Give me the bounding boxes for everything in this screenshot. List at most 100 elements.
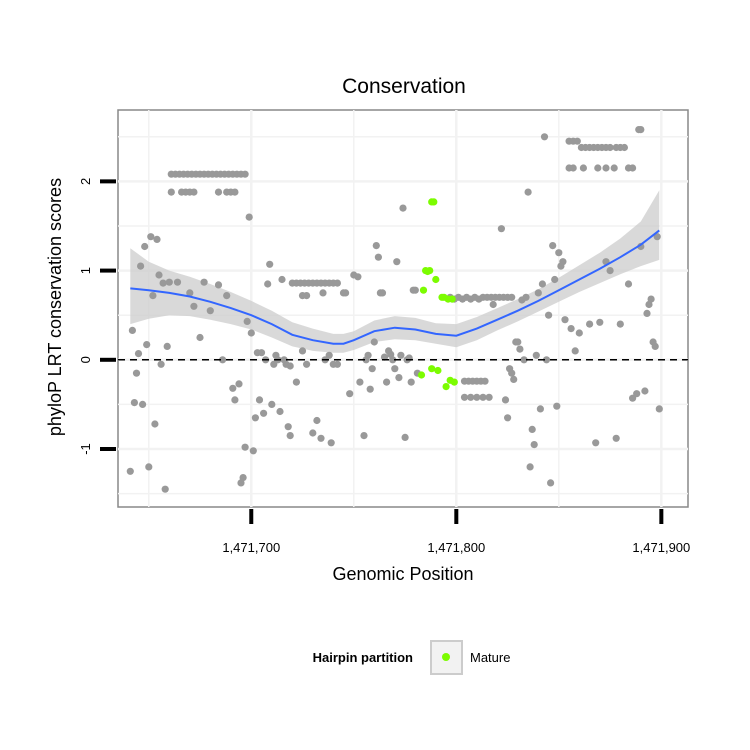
data-point: [276, 407, 284, 416]
data-point: [260, 409, 268, 417]
data-point: [532, 351, 540, 359]
y-tick-label: 1: [78, 267, 93, 274]
data-point: [549, 242, 557, 250]
data-point: [504, 414, 512, 422]
confidence-ribbon-layer: [130, 190, 660, 353]
data-point: [303, 360, 311, 368]
data-point: [235, 380, 243, 388]
data-point-mature: [448, 295, 456, 303]
data-point: [356, 378, 364, 386]
data-point: [528, 425, 536, 433]
data-point: [547, 479, 555, 487]
data-point: [530, 441, 538, 449]
data-point: [354, 273, 362, 281]
data-point: [540, 133, 549, 141]
data-point: [571, 347, 579, 355]
data-point-mature: [428, 365, 436, 373]
data-point: [190, 302, 198, 310]
data-point: [389, 356, 397, 364]
data-point: [137, 262, 145, 270]
data-point: [161, 485, 169, 493]
data-point: [149, 292, 157, 300]
grid: [118, 110, 688, 507]
data-point: [231, 188, 239, 196]
data-point: [391, 365, 399, 373]
data-point: [370, 338, 378, 346]
x-axis: 1,471,700 1,471,800 1,471,900: [222, 509, 690, 555]
data-point: [132, 369, 141, 377]
data-point: [516, 345, 524, 353]
data-point: [325, 351, 333, 359]
data-point: [372, 242, 380, 250]
data-point: [592, 439, 600, 447]
data-point: [653, 233, 661, 241]
x-tick-label: 1,471,900: [632, 540, 690, 555]
confidence-ribbon: [130, 190, 660, 353]
data-point: [368, 365, 376, 373]
data-point: [333, 360, 341, 368]
data-point: [241, 170, 249, 178]
data-point-mature: [426, 267, 434, 275]
data-point: [309, 429, 317, 437]
data-point: [401, 433, 409, 441]
data-point: [395, 374, 403, 382]
data-point: [214, 281, 223, 289]
y-axis-title: phyloP LRT conservation scores: [45, 178, 65, 436]
data-point: [292, 378, 300, 386]
data-point: [333, 279, 341, 287]
y-axis: -1 0 1 2: [78, 178, 116, 455]
data-point: [545, 311, 553, 319]
data-point: [586, 320, 594, 328]
data-point: [157, 360, 165, 368]
data-point: [278, 275, 286, 284]
legend-label-mature: Mature: [470, 650, 510, 665]
data-point: [196, 333, 204, 342]
data-point: [245, 213, 253, 221]
data-point: [534, 289, 542, 297]
data-point: [579, 164, 588, 172]
data-point: [612, 434, 620, 442]
data-point: [206, 307, 214, 315]
data-point: [460, 393, 469, 401]
data-point: [173, 278, 182, 286]
x-axis-title: Genomic Position: [332, 564, 473, 584]
data-point: [538, 280, 547, 288]
data-point: [411, 286, 419, 294]
data-point: [407, 378, 415, 386]
data-point: [167, 188, 175, 196]
data-point: [575, 329, 583, 337]
data-point: [266, 260, 274, 268]
data-point: [522, 293, 530, 301]
data-point: [606, 267, 614, 275]
data-point: [536, 405, 545, 413]
chart-title: Conservation: [342, 75, 466, 98]
data-point: [602, 164, 610, 172]
data-point: [616, 320, 624, 328]
data-point: [243, 317, 251, 325]
data-point: [606, 143, 614, 152]
data-point: [399, 204, 407, 212]
data-point-mature: [434, 366, 442, 375]
data-point: [214, 188, 223, 196]
data-point: [553, 402, 561, 410]
data-point: [485, 393, 493, 401]
data-point: [641, 387, 649, 395]
data-point: [257, 349, 266, 357]
y-tick-label: 0: [78, 356, 93, 363]
data-point: [524, 188, 532, 196]
data-point: [286, 362, 294, 370]
x-tick-label: 1,471,700: [222, 540, 280, 555]
data-point: [620, 143, 629, 152]
data-point-mature: [432, 275, 440, 284]
data-point: [153, 235, 161, 243]
data-point: [130, 399, 138, 407]
data-point: [380, 353, 389, 361]
y-tick-label: -1: [78, 443, 93, 455]
data-point: [374, 253, 382, 261]
data-point: [247, 329, 255, 337]
data-point: [255, 396, 264, 404]
smooth-line: [130, 229, 660, 345]
data-point: [567, 325, 575, 333]
data-point: [489, 300, 497, 309]
